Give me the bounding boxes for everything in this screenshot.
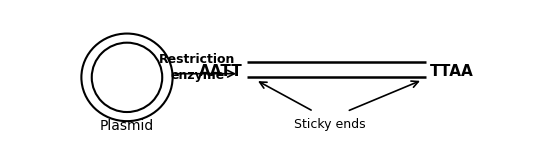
Text: AATT: AATT	[200, 64, 243, 79]
Text: TTAA: TTAA	[430, 64, 473, 79]
Text: Sticky ends: Sticky ends	[294, 118, 366, 131]
Text: Restriction
enzyme: Restriction enzyme	[159, 53, 236, 82]
Text: Plasmid: Plasmid	[100, 119, 154, 133]
